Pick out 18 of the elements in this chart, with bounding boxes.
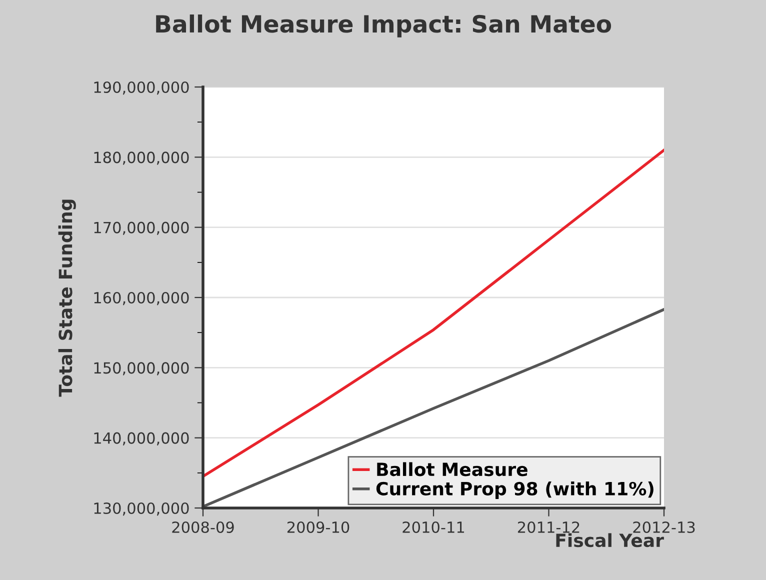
line-series <box>203 148 664 478</box>
x-tick-label: 2009-10 <box>287 521 350 534</box>
y-tick-label: 130,000,000 <box>94 502 189 516</box>
y-tick-label: 140,000,000 <box>94 432 189 446</box>
y-tick-label: 150,000,000 <box>94 362 189 376</box>
y-tick-label: 180,000,000 <box>94 152 189 165</box>
y-tick-label: 170,000,000 <box>94 222 189 235</box>
x-tick-label: 2012-13 <box>633 521 695 534</box>
y-axis-title: Total State Funding <box>58 200 76 397</box>
x-tick-label: 2010-11 <box>402 521 464 534</box>
legend-label: Current Prop 98 (with 11%) <box>376 482 654 499</box>
legend-label: Ballot Measure <box>377 462 528 476</box>
chart-title: Ballot Measure Impact: San Mateo <box>156 14 612 38</box>
y-tick-label: 160,000,000 <box>94 292 189 306</box>
x-tick-label: 2011-12 <box>518 521 580 534</box>
x-tick-label: 2008-09 <box>172 521 234 534</box>
y-tick-label: 190,000,000 <box>94 81 189 95</box>
x-axis-title: Fiscal Year <box>556 533 664 548</box>
